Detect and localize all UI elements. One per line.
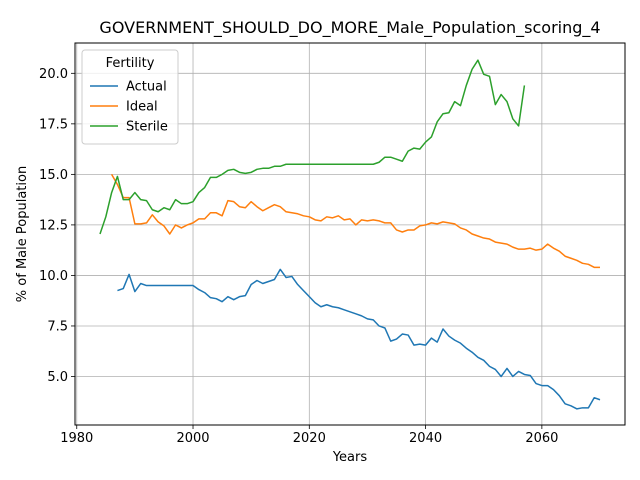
y-tick-label: 5.0: [47, 370, 68, 385]
legend: Fertility Actual Ideal Sterile: [82, 50, 178, 144]
y-tick-label: 7.5: [47, 319, 68, 334]
legend-label-sterile: Sterile: [126, 120, 168, 135]
y-axis-label: % of Male Population: [15, 166, 30, 302]
x-tick-label: 2020: [293, 431, 326, 446]
x-tick-label: 2060: [525, 431, 558, 446]
y-tick-label: 10.0: [39, 269, 68, 284]
x-axis-label: Years: [332, 450, 368, 465]
x-tick-label: 2040: [409, 431, 442, 446]
x-tick-label: 2000: [176, 431, 209, 446]
legend-title: Fertility: [106, 56, 155, 71]
x-tick-label: 1980: [60, 431, 93, 446]
legend-label-ideal: Ideal: [126, 100, 158, 115]
y-tick-label: 20.0: [39, 67, 68, 82]
y-tick-label: 15.0: [39, 168, 68, 183]
y-tick-label: 12.5: [39, 218, 68, 233]
y-tick-label: 17.5: [39, 117, 68, 132]
chart-title: GOVERNMENT_SHOULD_DO_MORE_Male_Populatio…: [99, 18, 600, 38]
legend-label-actual: Actual: [126, 80, 167, 95]
